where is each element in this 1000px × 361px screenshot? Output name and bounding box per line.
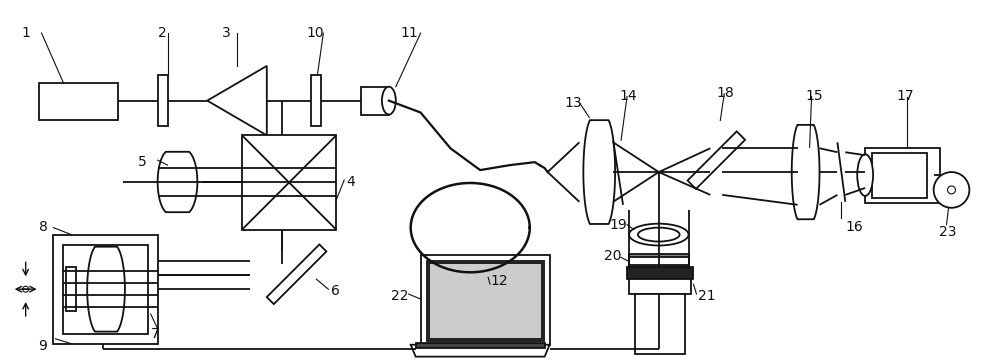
Text: 7: 7 xyxy=(151,327,159,341)
Text: 11: 11 xyxy=(401,26,419,40)
Text: 5: 5 xyxy=(138,155,147,169)
Bar xyxy=(158,75,168,126)
Bar xyxy=(311,75,321,126)
Circle shape xyxy=(23,286,29,292)
Polygon shape xyxy=(207,66,267,135)
Text: 17: 17 xyxy=(897,89,915,103)
Polygon shape xyxy=(411,345,550,357)
Ellipse shape xyxy=(857,154,873,196)
Bar xyxy=(865,148,940,203)
Text: 20: 20 xyxy=(604,249,622,264)
Polygon shape xyxy=(87,247,125,332)
Text: 19: 19 xyxy=(609,218,627,232)
Bar xyxy=(421,256,550,345)
Text: 4: 4 xyxy=(346,175,355,189)
Text: 18: 18 xyxy=(716,86,734,100)
Text: 21: 21 xyxy=(698,289,716,303)
Text: 3: 3 xyxy=(222,26,231,40)
Polygon shape xyxy=(688,131,745,189)
Bar xyxy=(39,83,118,121)
Circle shape xyxy=(948,186,955,194)
Text: 9: 9 xyxy=(39,339,47,353)
Bar xyxy=(629,257,689,265)
Text: 15: 15 xyxy=(806,89,823,103)
Bar xyxy=(416,343,545,348)
Polygon shape xyxy=(583,120,615,224)
Text: 13: 13 xyxy=(564,96,582,110)
Text: 2: 2 xyxy=(158,26,166,40)
Text: 6: 6 xyxy=(331,284,340,298)
Bar xyxy=(629,269,691,294)
Text: 16: 16 xyxy=(845,220,863,234)
Text: 14: 14 xyxy=(619,89,637,103)
Bar xyxy=(627,268,693,279)
Ellipse shape xyxy=(638,228,680,242)
Text: 8: 8 xyxy=(39,220,47,234)
Ellipse shape xyxy=(382,87,396,114)
Text: 22: 22 xyxy=(391,289,408,303)
Ellipse shape xyxy=(629,224,689,245)
Bar xyxy=(66,268,76,311)
Bar xyxy=(427,261,544,341)
Bar xyxy=(872,153,927,198)
Bar xyxy=(361,87,389,114)
Bar xyxy=(53,235,158,344)
Text: 12: 12 xyxy=(490,274,508,288)
Bar xyxy=(635,294,685,354)
Bar xyxy=(242,135,336,230)
Text: 10: 10 xyxy=(307,26,324,40)
Text: 1: 1 xyxy=(22,26,31,40)
Polygon shape xyxy=(792,125,820,219)
Polygon shape xyxy=(158,152,197,212)
Polygon shape xyxy=(267,244,326,304)
Bar xyxy=(429,264,542,339)
Bar xyxy=(629,255,689,269)
Circle shape xyxy=(934,172,969,208)
Text: 23: 23 xyxy=(939,225,956,239)
Bar xyxy=(63,244,148,334)
